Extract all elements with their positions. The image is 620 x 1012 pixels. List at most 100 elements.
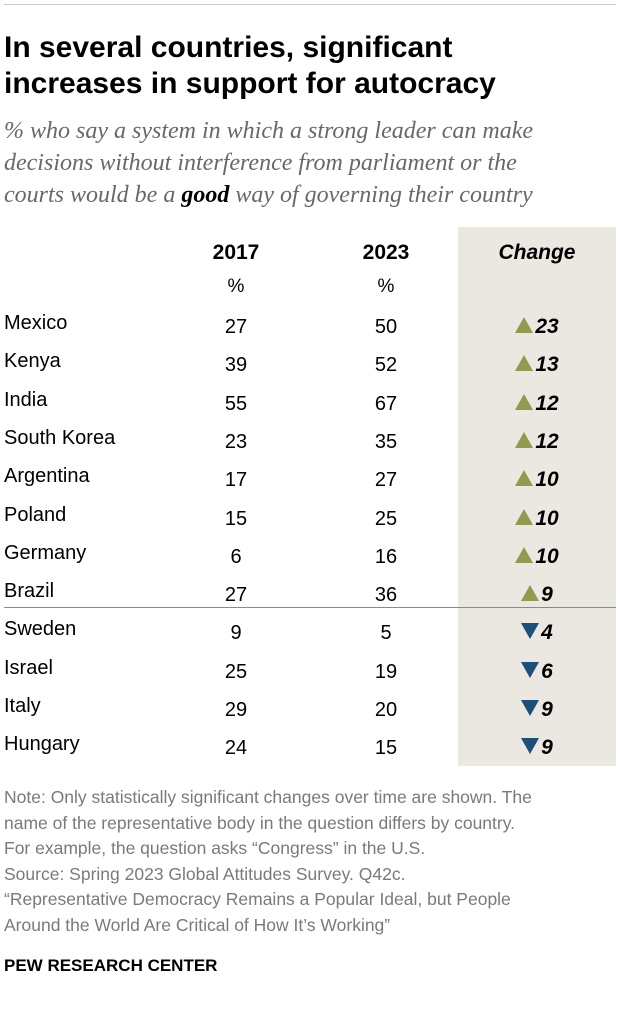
value-2017: 27 <box>224 316 248 338</box>
change-cell: 9 <box>458 735 616 761</box>
triangle-up-icon <box>521 585 540 602</box>
table-row: Mexico 27 50 23 <box>0 310 620 348</box>
change-value: 9 <box>541 736 553 760</box>
value-2023: 19 <box>374 660 398 683</box>
footer-credit: PEW RESEARCH CENTER <box>4 956 218 975</box>
unit-2017: % <box>227 276 245 297</box>
table-row: Kenya 39 52 13 <box>0 348 620 386</box>
table-row: Brazil 27 36 9 <box>0 578 620 616</box>
value-2023: 27 <box>374 469 398 492</box>
value-2017: 17 <box>224 469 248 492</box>
country-label: Argentina <box>4 465 90 488</box>
subtitle-line-3-end: way of governing their country <box>229 182 533 208</box>
unit-2023: % <box>377 276 395 297</box>
title-line-1: In several countries, significant <box>4 31 453 64</box>
value-2023: 36 <box>374 584 398 607</box>
value-2023: 15 <box>374 737 398 760</box>
change-cell: 13 <box>458 352 616 378</box>
table-row: Hungary 24 15 9 <box>0 731 620 769</box>
chart-title: In several countries, significant increa… <box>4 30 604 102</box>
value-2017: 15 <box>224 507 248 530</box>
triangle-up-icon <box>515 431 534 448</box>
triangle-down-icon <box>521 700 540 716</box>
change-cell: 10 <box>458 467 616 493</box>
value-2023: 5 <box>380 622 392 645</box>
table-row: South Korea 23 35 12 <box>0 425 620 463</box>
change-value: 10 <box>535 468 559 492</box>
change-value: 4 <box>541 621 553 645</box>
value-2017: 24 <box>224 737 248 760</box>
value-2023: 52 <box>374 354 398 377</box>
change-cell: 23 <box>458 314 616 340</box>
table-row: Italy 29 20 9 <box>0 693 620 731</box>
triangle-up-icon <box>515 546 534 563</box>
triangle-down-icon <box>521 661 540 678</box>
top-rule <box>4 4 616 5</box>
table-row: India 55 67 12 <box>0 387 620 425</box>
table-row: Sweden 9 5 4 <box>0 616 620 654</box>
header-2017: 2017 <box>212 241 260 264</box>
country-label: Germany <box>4 541 87 564</box>
country-label: Kenya <box>4 350 61 373</box>
value-2023: 35 <box>374 430 398 453</box>
change-value: 9 <box>541 583 553 607</box>
change-cell: 10 <box>458 506 616 532</box>
value-2017: 29 <box>224 699 248 721</box>
change-cell: 6 <box>458 659 616 685</box>
increase-decrease-divider <box>4 607 616 608</box>
table-row: Poland 15 25 10 <box>0 502 620 540</box>
chart-note: Note: Only statistically significant cha… <box>4 785 616 938</box>
source-line-1: Source: Spring 2023 Global Attitudes Sur… <box>4 863 406 884</box>
header-change: Change <box>498 241 576 264</box>
country-label: Israel <box>4 656 53 679</box>
change-value: 10 <box>535 544 559 568</box>
country-label: South Korea <box>4 426 116 449</box>
note-line-3: For example, the question asks “Congress… <box>4 838 426 858</box>
note-line-2: name of the representative body in the q… <box>4 812 516 833</box>
change-cell: 9 <box>458 582 616 608</box>
source-line-2: “Representative Democracy Remains a Popu… <box>4 889 511 909</box>
value-2023: 25 <box>374 507 398 530</box>
value-2017: 25 <box>224 660 248 683</box>
table-row: Germany 6 16 10 <box>0 540 620 578</box>
value-2017: 9 <box>230 622 242 645</box>
country-label: Brazil <box>4 580 55 603</box>
value-2023: 16 <box>374 545 398 568</box>
change-value: 6 <box>541 659 553 683</box>
triangle-up-icon <box>515 317 534 333</box>
value-2017: 6 <box>230 545 242 568</box>
change-value: 12 <box>535 429 559 453</box>
value-2023: 20 <box>374 699 398 721</box>
subtitle-line-3-start: courts would be a <box>4 182 182 208</box>
country-label: India <box>4 388 48 411</box>
value-2017: 55 <box>224 392 248 415</box>
change-value: 23 <box>535 315 559 338</box>
change-cell: 12 <box>458 391 616 417</box>
change-cell: 4 <box>458 620 616 646</box>
value-2023: 50 <box>374 316 398 338</box>
change-value: 13 <box>535 353 559 377</box>
triangle-up-icon <box>515 355 534 372</box>
note-line-1: Note: Only statistically significant cha… <box>4 787 532 807</box>
subtitle-line-2: decisions without interference from parl… <box>4 150 517 176</box>
source-line-3: Around the World Are Critical of How It’… <box>4 914 391 935</box>
country-label: Italy <box>4 695 41 717</box>
value-2023: 67 <box>374 392 398 415</box>
country-label: Poland <box>4 503 67 526</box>
subtitle-line-1: % who say a system in which a strong lea… <box>4 118 534 144</box>
table-row: Israel 25 19 6 <box>0 655 620 693</box>
title-line-2: increases in support for autocracy <box>4 67 496 100</box>
chart-subtitle: % who say a system in which a strong lea… <box>4 115 614 211</box>
change-cell: 9 <box>458 697 616 723</box>
value-2017: 39 <box>224 354 248 377</box>
change-cell: 12 <box>458 429 616 455</box>
change-value: 12 <box>535 391 559 415</box>
country-label: Mexico <box>4 312 68 334</box>
value-2017: 23 <box>224 430 248 453</box>
triangle-down-icon <box>521 623 540 640</box>
value-2017: 27 <box>224 584 248 607</box>
triangle-up-icon <box>515 393 534 410</box>
subtitle-emphasis: good <box>181 182 230 208</box>
triangle-down-icon <box>521 738 540 755</box>
